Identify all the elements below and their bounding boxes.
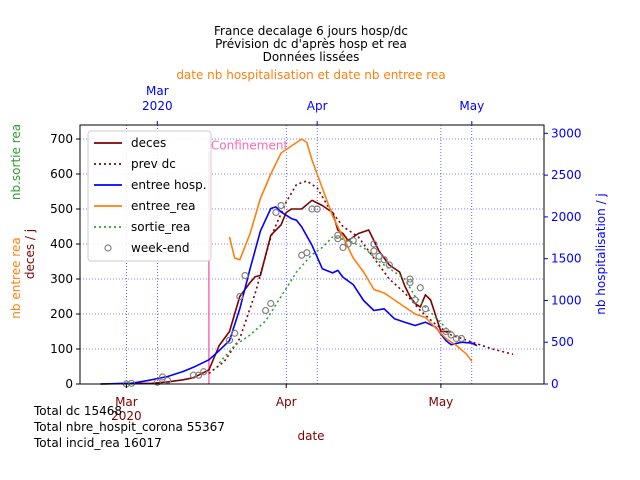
legend-label-sortie_rea: sortie_rea xyxy=(131,220,190,234)
chart-title-line-2: Prévision dc d'après hosp et rea xyxy=(215,37,407,51)
top-tick-label-2: May xyxy=(459,99,484,113)
total-incid-rea: Total incid_rea 16017 xyxy=(33,436,162,450)
chart-title-line-3: Données lissées xyxy=(263,50,360,64)
left-tick-label-4: 400 xyxy=(50,237,73,251)
right-tick-label-5: 2500 xyxy=(551,168,582,182)
right-tick-label-2: 1000 xyxy=(551,293,582,307)
week_end-point-31 xyxy=(452,334,460,343)
right-tick-label-6: 3000 xyxy=(551,126,582,140)
ylabel-entree: nb entree rea xyxy=(9,237,23,318)
right-tick-label-1: 500 xyxy=(551,335,574,349)
week_end-point-32 xyxy=(457,334,466,343)
left-tick-label-5: 500 xyxy=(50,202,73,216)
legend-label-week_end: week-end xyxy=(131,241,189,255)
left-tick-label-3: 300 xyxy=(50,272,73,286)
entree_rea-line xyxy=(228,138,473,362)
legend-label-deces: deces xyxy=(131,136,166,150)
week_end-point-25 xyxy=(344,240,352,248)
week_end-point-30 xyxy=(421,305,430,313)
week_end-point-38 xyxy=(406,278,414,287)
week_end-point-1 xyxy=(153,378,161,386)
week_end-point-18 xyxy=(447,331,455,339)
prev_dc-line xyxy=(208,180,514,375)
chart-title-line-1: France decalage 6 jours hosp/dc xyxy=(214,24,408,38)
total-dc: Total dc 15468 xyxy=(33,404,122,418)
left-tick-label-0: 0 xyxy=(65,377,73,391)
right-tick-label-0: 0 xyxy=(551,377,559,391)
week_end-point-13 xyxy=(370,247,378,255)
week_end-point-20 xyxy=(241,271,249,280)
bottom-tick-label-2: May xyxy=(428,395,453,409)
series-group: Confinement xyxy=(100,138,514,388)
week_end-point-26 xyxy=(349,236,357,245)
left-tick-label-6: 600 xyxy=(50,167,73,181)
week_end-point-37 xyxy=(370,240,378,248)
xlabel: date xyxy=(297,429,324,443)
week_end-point-10 xyxy=(303,249,311,257)
week_end-point-6 xyxy=(231,329,239,337)
week_end-point-7 xyxy=(262,306,270,315)
bottom-tick-label-1: Apr xyxy=(276,395,297,409)
bottom-tick-label-0: Mar xyxy=(115,395,138,409)
deces-line xyxy=(100,199,452,385)
week_end-point-27 xyxy=(380,256,388,264)
axes-group: 0 100 200 300 400 500 600 700 0 500 1000 1500 2000 25… xyxy=(50,84,581,423)
confinement-label: Confinement xyxy=(211,138,289,152)
ylabel-sortie: nb.sortie rea xyxy=(9,124,23,200)
week_end-point-36 xyxy=(334,235,342,243)
week_end-point-12 xyxy=(339,243,347,252)
week_end-point-17 xyxy=(442,327,450,336)
week_end-point-33 xyxy=(127,379,136,387)
plot-frame xyxy=(79,124,545,385)
week_end-point-28 xyxy=(385,261,393,269)
legend-label-entree_hosp: entree hosp. xyxy=(131,178,207,192)
top-tick-label-1: Apr xyxy=(307,99,328,113)
legend-marker-week_end xyxy=(104,244,112,252)
week_end-point-11 xyxy=(334,231,342,239)
week_end-point-2 xyxy=(158,373,167,381)
ylabel-deces: deces / j xyxy=(23,229,37,279)
bottom-tick-label2-0: 2020 xyxy=(111,409,142,423)
week_end-point-29 xyxy=(416,284,424,292)
week_end-point-34 xyxy=(200,368,208,376)
week_end-point-16 xyxy=(411,296,419,304)
week_end-point-8 xyxy=(267,299,275,308)
legend-label-entree_rea: entree_rea xyxy=(131,199,196,213)
week_end-point-23 xyxy=(308,205,316,213)
grid-lines xyxy=(80,125,544,385)
entree_hosp-line xyxy=(100,206,478,385)
week_end-point-4 xyxy=(194,371,203,379)
top-tick-label2-0: 2020 xyxy=(142,99,173,113)
right-tick-label-4: 2000 xyxy=(551,210,582,224)
week_end-point-22 xyxy=(277,201,285,210)
week_end-point-5 xyxy=(225,336,234,344)
legend: deces prev dc entree hosp. entree_reasortie… xyxy=(87,130,212,262)
week_end-point-24 xyxy=(313,205,321,213)
week_end-point-19 xyxy=(236,292,244,301)
week_end-point-14 xyxy=(375,252,383,260)
legend-label-prev_dc: prev dc xyxy=(131,157,176,171)
week_end-point-21 xyxy=(272,208,280,217)
left-tick-label-2: 200 xyxy=(50,307,73,321)
left-tick-label-7: 700 xyxy=(50,132,73,146)
week_end-point-15 xyxy=(406,275,414,283)
top-axis-label: date nb hospitalisation et date nb entre… xyxy=(176,68,445,82)
week_end-point-3 xyxy=(189,371,198,379)
top-tick-label-0: Mar xyxy=(146,84,169,98)
right-tick-label-3: 1500 xyxy=(551,252,582,266)
ylabel-right: nb hospitalisation / j xyxy=(594,193,608,315)
left-tick-label-1: 100 xyxy=(50,342,73,356)
total-hospit: Total nbre_hospit_corona 55367 xyxy=(33,420,225,434)
legend-box xyxy=(87,130,212,262)
